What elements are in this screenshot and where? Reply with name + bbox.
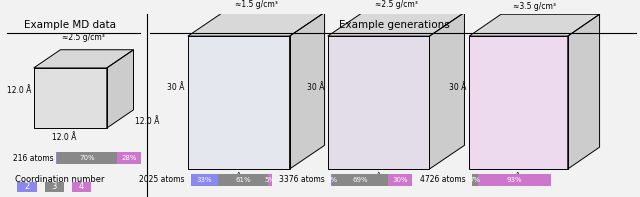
Bar	[268, 174, 273, 186]
Text: 30 Å: 30 Å	[504, 174, 521, 183]
Text: 12.0 Å: 12.0 Å	[7, 86, 31, 95]
Text: Example MD data: Example MD data	[24, 20, 116, 30]
Text: 30 Å: 30 Å	[449, 84, 466, 92]
Text: 93%: 93%	[507, 177, 522, 183]
Polygon shape	[188, 12, 324, 36]
Bar	[472, 174, 478, 186]
Bar	[117, 152, 141, 164]
Polygon shape	[328, 36, 429, 169]
Text: 61%: 61%	[236, 177, 251, 183]
Text: 4726 atoms: 4726 atoms	[420, 175, 466, 184]
Text: ≈2.5 g/cm³: ≈2.5 g/cm³	[374, 0, 417, 9]
Text: 30 Å: 30 Å	[307, 84, 324, 92]
Polygon shape	[34, 50, 134, 68]
Text: ≈3.5 g/cm³: ≈3.5 g/cm³	[513, 2, 556, 11]
Text: 2025 atoms: 2025 atoms	[139, 175, 185, 184]
Text: Example generations: Example generations	[339, 20, 450, 30]
Text: 30 Å: 30 Å	[224, 174, 241, 183]
Bar	[331, 174, 332, 186]
Polygon shape	[328, 12, 465, 36]
Polygon shape	[469, 14, 600, 36]
Bar	[72, 182, 92, 192]
Polygon shape	[469, 36, 568, 169]
Bar	[332, 174, 388, 186]
Text: 3376 atoms: 3376 atoms	[279, 175, 324, 184]
Bar	[191, 174, 218, 186]
Bar	[58, 152, 117, 164]
Polygon shape	[34, 68, 107, 128]
Text: 3: 3	[52, 182, 57, 191]
Text: 33%: 33%	[197, 177, 212, 183]
Text: 4: 4	[79, 182, 84, 191]
Polygon shape	[188, 36, 290, 169]
Bar	[478, 174, 551, 186]
Bar	[388, 174, 412, 186]
Text: 30 Å: 30 Å	[364, 174, 381, 183]
Text: Coordination number: Coordination number	[15, 175, 104, 184]
Text: 7%: 7%	[470, 177, 481, 183]
Text: ≈1.5 g/cm³: ≈1.5 g/cm³	[235, 0, 278, 9]
Polygon shape	[429, 12, 465, 169]
Polygon shape	[290, 12, 324, 169]
Text: 30%: 30%	[392, 177, 408, 183]
Text: 28%: 28%	[122, 155, 137, 161]
Text: 30 Å: 30 Å	[167, 84, 185, 92]
Text: 1%: 1%	[326, 177, 337, 183]
Text: ≈2.5 g/cm³: ≈2.5 g/cm³	[62, 33, 105, 43]
Text: 5%: 5%	[265, 177, 276, 183]
Text: 12.0 Å: 12.0 Å	[135, 117, 159, 126]
Text: 216 atoms: 216 atoms	[13, 154, 54, 163]
Text: 12.0 Å: 12.0 Å	[52, 133, 76, 142]
Polygon shape	[568, 14, 600, 169]
Text: 69%: 69%	[352, 177, 367, 183]
Text: 70%: 70%	[79, 155, 95, 161]
Bar	[45, 182, 64, 192]
Bar	[218, 174, 268, 186]
Polygon shape	[107, 50, 134, 128]
Text: 2: 2	[24, 182, 29, 191]
Bar	[56, 152, 58, 164]
Bar	[17, 182, 36, 192]
